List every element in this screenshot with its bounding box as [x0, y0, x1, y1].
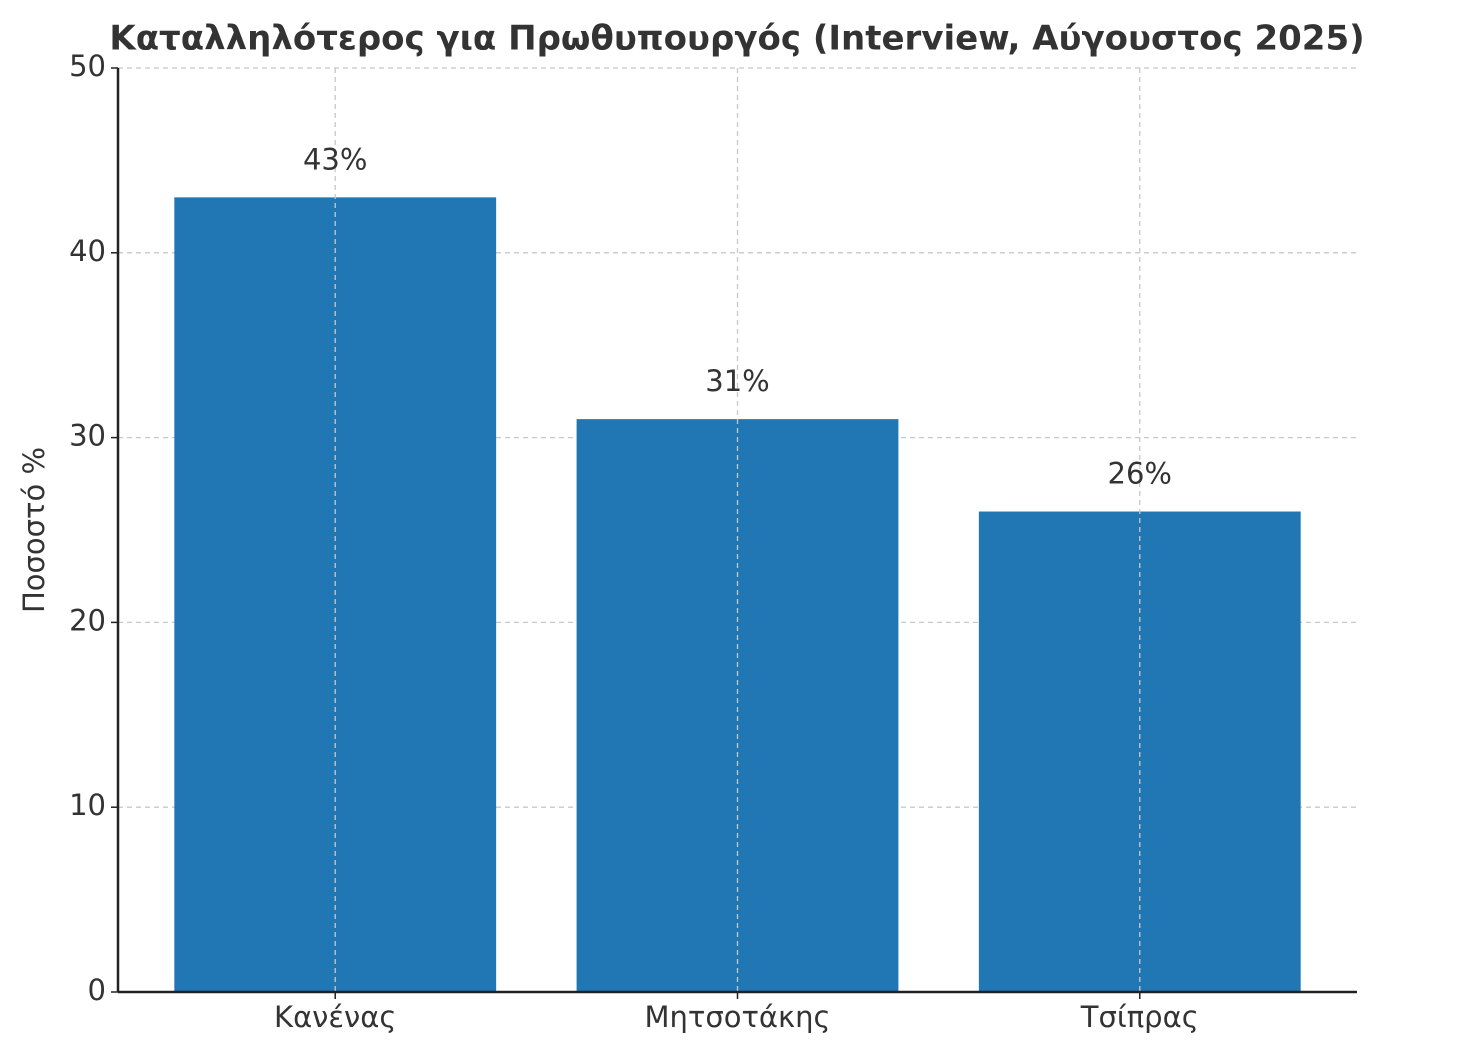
x-tick-label: Μητσοτάκης — [644, 1000, 830, 1034]
value-label: 43% — [303, 142, 367, 176]
y-tick-label: 30 — [69, 419, 106, 453]
x-tick-label: Κανένας — [274, 1000, 396, 1034]
y-tick-label: 40 — [69, 234, 106, 268]
y-axis-label: Ποσοστό % — [17, 447, 51, 613]
y-tick-label: 20 — [69, 603, 106, 637]
y-tick-label: 50 — [69, 49, 106, 83]
y-tick-label: 0 — [88, 973, 106, 1007]
chart-title: Καταλληλότερος για Πρωθυπουργός (Intervi… — [109, 19, 1364, 59]
value-label: 31% — [705, 364, 769, 398]
y-tick-label: 10 — [69, 788, 106, 822]
value-label: 26% — [1108, 457, 1172, 491]
x-tick-label: Τσίπρας — [1080, 1000, 1199, 1034]
